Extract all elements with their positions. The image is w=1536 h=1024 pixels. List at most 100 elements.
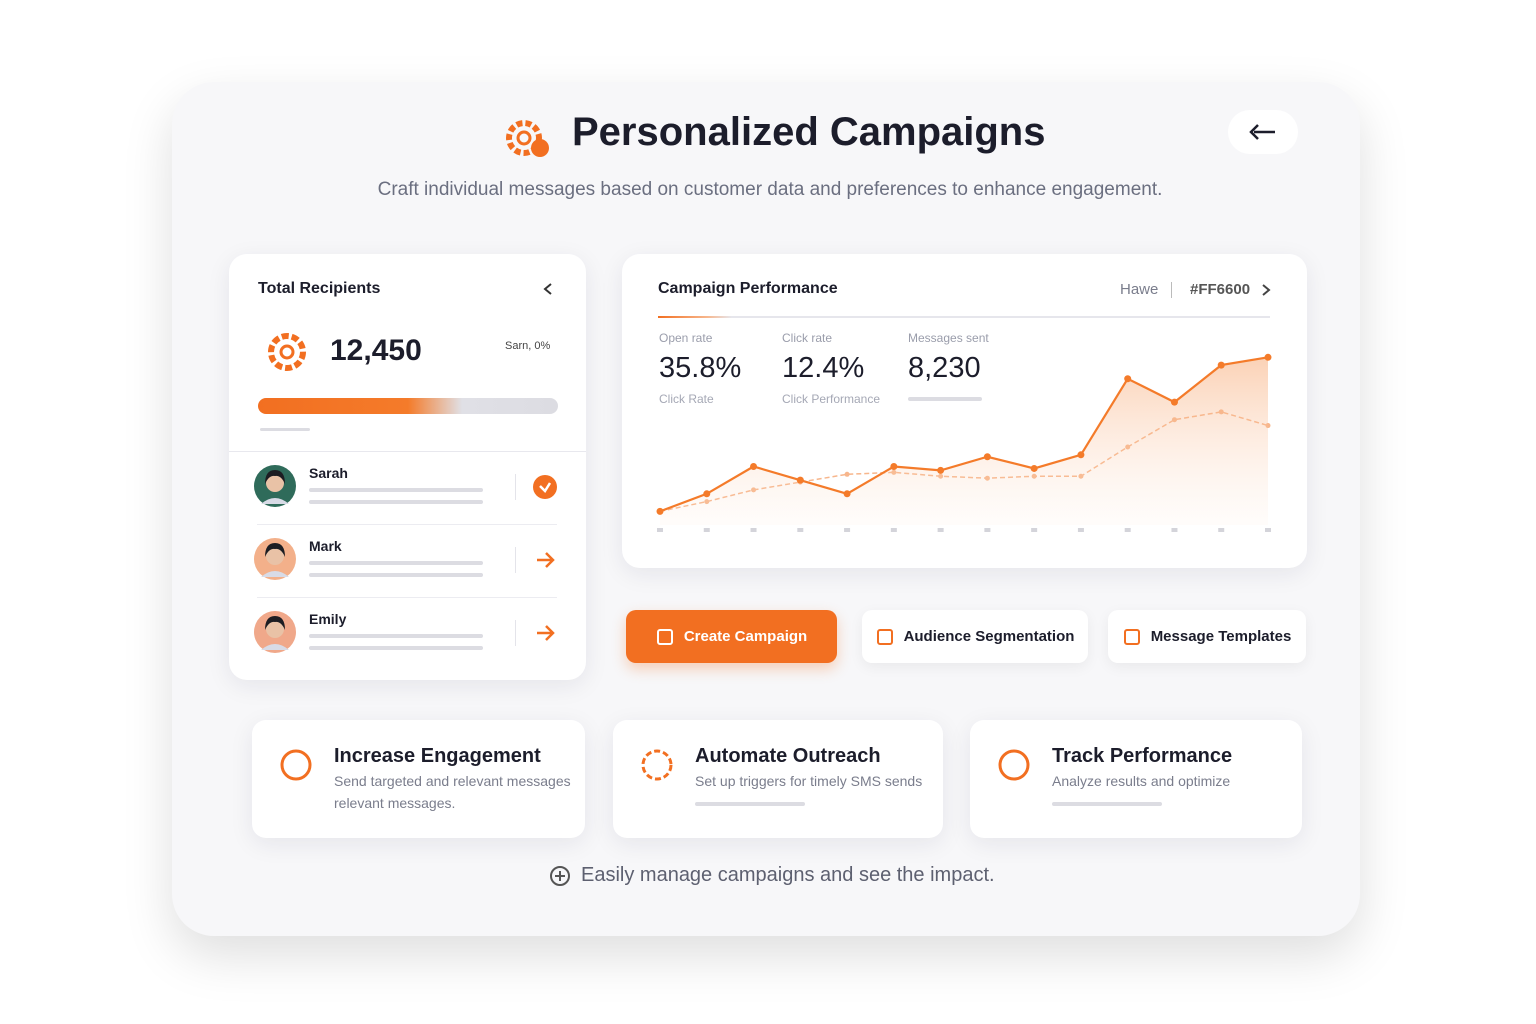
feature-card: Track Performance Analyze results and opt…: [970, 720, 1302, 838]
page-subtitle: Craft individual messages based on custo…: [377, 179, 1163, 200]
data-point: [1170, 398, 1178, 406]
row-action[interactable]: [531, 473, 559, 501]
icon: [539, 482, 552, 493]
line-chart: [656, 353, 1272, 532]
data-point: [1030, 464, 1038, 472]
button-label: Audience Segmentation: [903, 628, 1075, 645]
icon: [1123, 628, 1140, 645]
x-tick-placeholder: [797, 528, 804, 532]
stat-label: Open rate: [659, 331, 713, 345]
next-icon[interactable]: [1260, 283, 1272, 297]
collapse-icon[interactable]: [541, 282, 555, 296]
divider: [257, 597, 557, 598]
icon: [537, 552, 555, 568]
avatar: [254, 465, 296, 507]
button-label: Message Templates: [1150, 628, 1292, 645]
button-icon: [876, 628, 893, 645]
feature-card: Automate Outreach Set up triggers for tim…: [613, 720, 943, 838]
stat-value: 35.8%: [659, 352, 742, 384]
avatar: [254, 611, 296, 653]
data-point: [983, 453, 991, 461]
data-point: [843, 490, 851, 498]
x-tick-placeholder: [1077, 528, 1084, 532]
feature-title: Track Performance: [1052, 745, 1233, 767]
x-tick-placeholder: [1218, 528, 1225, 532]
series-line: [659, 356, 1269, 513]
person-name: Emily: [309, 611, 347, 627]
button-icon: [1123, 628, 1140, 645]
icon: [533, 475, 557, 499]
divider: [515, 620, 516, 646]
icon: [641, 749, 673, 781]
card-title: Total Recipients: [258, 280, 381, 297]
filter-code[interactable]: #FF6600: [1190, 281, 1251, 298]
performance-card: Campaign Performance Hawe #FF6600 Open r…: [622, 254, 1307, 568]
x-tick-placeholder: [890, 528, 897, 532]
action-button[interactable]: Message Templates: [1108, 610, 1306, 663]
row-action[interactable]: [531, 546, 559, 574]
x-tick-placeholder: [937, 528, 944, 532]
avatar-body: [261, 571, 289, 577]
recipients-card: Total Recipients 12,450 Sarn, 0% Sarah Ma…: [229, 254, 586, 680]
feature-text: Analyze results and optimize: [1052, 773, 1231, 789]
data-point: [890, 463, 898, 470]
placeholder: [1052, 802, 1162, 806]
x-tick-placeholder: [750, 528, 757, 532]
back-button[interactable]: [1228, 110, 1298, 154]
icon: [998, 749, 1030, 781]
x-tick-placeholder: [1124, 528, 1131, 532]
data-point: [844, 471, 850, 477]
feature-icon: [641, 749, 673, 781]
data-point: [750, 463, 758, 470]
footer-icon: [550, 866, 570, 886]
placeholder: [309, 488, 483, 492]
avatar-hair: [265, 470, 285, 484]
action-button[interactable]: Create Campaign: [626, 610, 837, 663]
row-action[interactable]: [531, 619, 559, 647]
avatar-head: [266, 474, 284, 492]
stat-caption: Click Rate: [659, 392, 714, 406]
action-button[interactable]: Audience Segmentation: [862, 610, 1088, 663]
button-label: Create Campaign: [683, 628, 808, 645]
feature-text: Send targeted and relevant messages: [334, 773, 571, 789]
total-value: 12,450: [330, 334, 422, 367]
person-name: Sarah: [309, 465, 348, 481]
data-point: [1077, 451, 1085, 459]
avatar: [254, 538, 296, 580]
x-tick-placeholder: [1171, 528, 1178, 532]
stat-value: 8,230: [908, 352, 981, 384]
feature-text: Set up triggers for timely SMS sends: [695, 773, 923, 789]
x-tick-placeholder: [1031, 528, 1038, 532]
placeholder: [309, 634, 483, 638]
filter-label[interactable]: Hawe: [1120, 281, 1159, 298]
divider: [229, 451, 586, 452]
x-tick-placeholder: [703, 528, 710, 532]
header-icon: [506, 120, 549, 157]
area-fill: [660, 357, 1268, 525]
stat-value: 12.4%: [782, 352, 865, 384]
placeholder: [309, 561, 483, 565]
stat-label: Messages sent: [908, 331, 989, 345]
button-icon: [656, 628, 673, 645]
data-point: [937, 466, 945, 474]
data-point: [656, 507, 664, 515]
x-tick-placeholder: [657, 528, 663, 532]
tab-underline: [658, 316, 1270, 318]
divider: [515, 474, 516, 500]
placeholder: [309, 500, 483, 504]
avatar-head: [266, 620, 284, 638]
icon: [280, 749, 312, 781]
stat-label: Click rate: [782, 331, 833, 345]
recipients-icon: [268, 333, 306, 371]
page-title: Personalized Campaigns: [572, 110, 1046, 154]
avatar-body: [261, 498, 289, 504]
data-point: [1264, 353, 1272, 361]
x-tick-placeholder: [1265, 528, 1271, 532]
data-point: [1217, 361, 1225, 369]
feature-title: Automate Outreach: [695, 745, 881, 767]
avatar-hair: [265, 616, 285, 630]
placeholder: [309, 646, 483, 650]
icon: [656, 628, 673, 645]
placeholder: [908, 397, 982, 401]
